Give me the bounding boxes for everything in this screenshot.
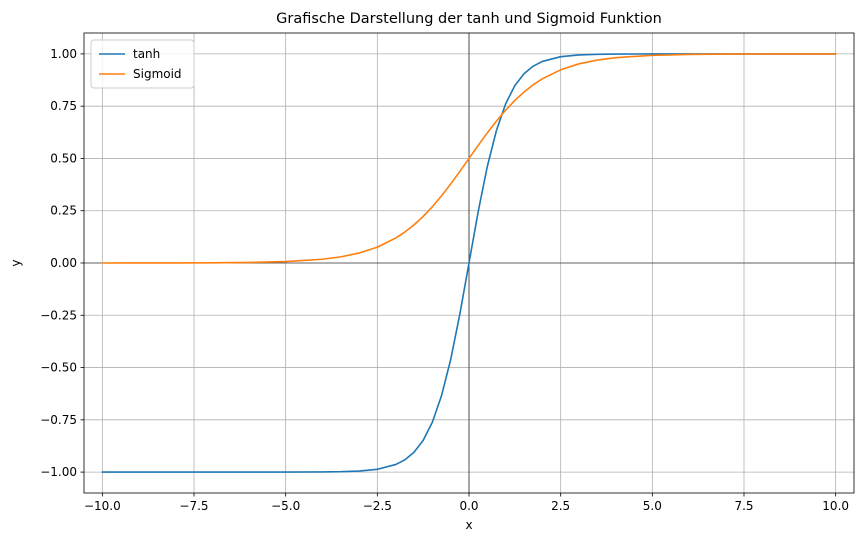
chart-title: Grafische Darstellung der tanh und Sigmo… — [276, 11, 662, 27]
x-tick-label: 7.5 — [734, 499, 753, 513]
x-axis: −10.0 −7.5 −5.0 −2.5 0.0 2.5 5.0 7.5 10.0 — [84, 493, 849, 513]
legend-label: tanh — [133, 47, 160, 61]
legend-box — [90, 39, 195, 89]
x-tick-label: 10.0 — [822, 499, 849, 513]
x-tick-label: 2.5 — [551, 499, 570, 513]
x-tick-label: −7.5 — [179, 499, 208, 513]
y-axis: −1.00 −0.75 −0.50 −0.25 0.00 0.25 0.50 0.75 1.00 — [40, 47, 84, 479]
series-line-sigmoid — [101, 53, 837, 264]
series-group — [101, 53, 837, 473]
y-tick-label: −0.25 — [40, 308, 77, 322]
x-tick-label: 0.0 — [459, 499, 478, 513]
x-tick-label: −2.5 — [363, 499, 392, 513]
x-tick-label: −10.0 — [84, 499, 121, 513]
y-tick-label: 0.00 — [50, 256, 77, 270]
y-tick-label: 0.50 — [50, 151, 77, 165]
legend: tanh Sigmoid — [90, 39, 195, 89]
x-tick-label: −5.0 — [271, 499, 300, 513]
y-tick-label: −1.00 — [40, 465, 77, 479]
y-tick-label: −0.50 — [40, 361, 77, 375]
y-tick-label: 0.25 — [50, 204, 77, 218]
y-axis-title: y — [9, 259, 23, 266]
x-axis-title: x — [465, 518, 472, 532]
y-tick-label: 0.75 — [50, 99, 77, 113]
y-tick-label: −0.75 — [40, 413, 77, 427]
x-tick-label: 5.0 — [643, 499, 662, 513]
legend-label: Sigmoid — [133, 67, 182, 81]
y-tick-label: 1.00 — [50, 47, 77, 61]
series-line-tanh — [101, 53, 837, 473]
